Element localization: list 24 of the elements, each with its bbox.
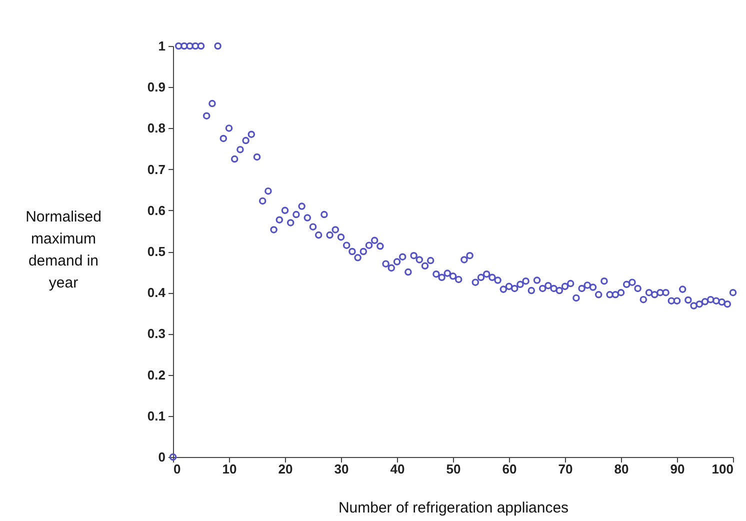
y-tick-label: 0.1 bbox=[147, 408, 166, 424]
x-tick-label: 90 bbox=[670, 462, 685, 476]
y-axis-title: Normalised maximum demand in year bbox=[26, 208, 102, 292]
x-tick-label: 20 bbox=[278, 462, 293, 476]
x-tick-label: 0 bbox=[174, 462, 181, 476]
x-tick-label: 60 bbox=[502, 462, 517, 476]
y-tick-label: 0 bbox=[158, 450, 166, 464]
y-tick-label: 0.5 bbox=[147, 244, 166, 259]
y-tick-label: 1 bbox=[158, 38, 166, 54]
x-tick-label: 80 bbox=[614, 462, 629, 476]
y-tick-label: 0.9 bbox=[147, 80, 166, 95]
y-tick-label: 0.6 bbox=[147, 202, 166, 218]
y-tick-label: 0.4 bbox=[147, 285, 166, 300]
x-tick-label: 40 bbox=[390, 462, 405, 476]
x-tick-label: 10 bbox=[222, 462, 237, 476]
y-tick-label: 0.8 bbox=[147, 120, 166, 136]
x-tick-label: 50 bbox=[446, 462, 461, 476]
x-tick-label: 100 bbox=[712, 462, 734, 476]
x-tick-label: 70 bbox=[558, 462, 573, 476]
y-tick-label: 0.3 bbox=[147, 326, 166, 342]
y-tick-label: 0.7 bbox=[147, 162, 166, 177]
x-axis-title: Number of refrigeration appliances bbox=[338, 500, 569, 516]
x-tick-label: 30 bbox=[334, 462, 349, 476]
y-tick-label: 0.2 bbox=[147, 367, 166, 382]
